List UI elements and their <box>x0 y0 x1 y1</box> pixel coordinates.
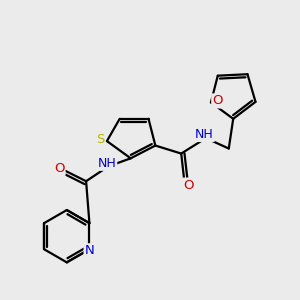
Text: N: N <box>85 244 94 257</box>
Text: O: O <box>54 162 64 175</box>
Text: O: O <box>212 94 223 107</box>
Text: O: O <box>183 178 194 192</box>
Text: NH: NH <box>98 157 116 170</box>
Text: NH: NH <box>195 128 214 141</box>
Text: S: S <box>96 133 105 146</box>
